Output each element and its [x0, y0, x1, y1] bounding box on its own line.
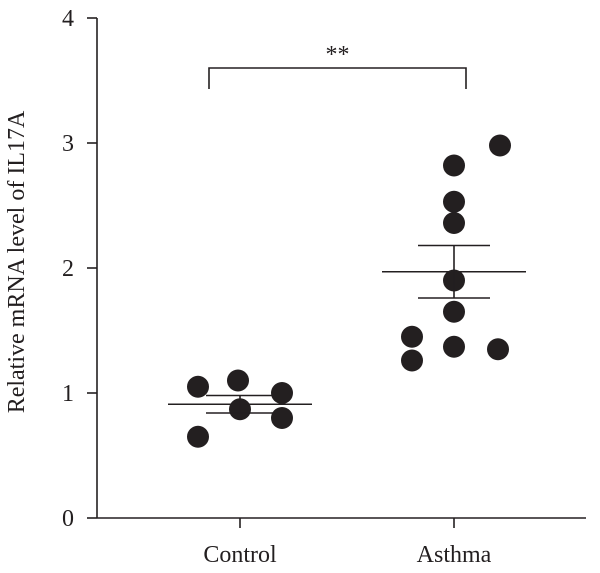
data-point: [443, 190, 465, 213]
y-tick-label: 3: [62, 131, 74, 157]
data-point: [271, 382, 293, 404]
x-tick-label: Control: [203, 542, 277, 568]
significance-bracket-line: [208, 67, 467, 89]
x-tick-label: Asthma: [417, 542, 492, 568]
mean-sem-bars: [168, 244, 526, 414]
data-point: [227, 369, 249, 392]
data-point: [187, 425, 209, 448]
x-ticks: Control Asthma: [203, 518, 492, 568]
data-point: [443, 300, 465, 323]
data-point: [443, 154, 465, 177]
y-ticks: 0 1 2 3 4: [62, 6, 97, 532]
y-tick-label: 4: [62, 6, 74, 32]
data-point: [443, 335, 465, 358]
y-tick-label: 0: [62, 506, 74, 532]
significance-label: **: [326, 42, 350, 68]
significance-bracket: **: [208, 42, 467, 89]
data-point: [489, 134, 511, 157]
data-point: [443, 212, 465, 234]
data-point: [271, 407, 293, 429]
y-tick-label: 2: [62, 256, 74, 282]
y-axis-label: Relative mRNA level of IL17A: [4, 110, 30, 413]
data-points: [187, 134, 511, 448]
data-point: [187, 375, 209, 398]
data-point: [487, 338, 509, 361]
data-point: [401, 325, 423, 348]
y-tick-label: 1: [62, 381, 74, 407]
data-point: [401, 349, 423, 372]
